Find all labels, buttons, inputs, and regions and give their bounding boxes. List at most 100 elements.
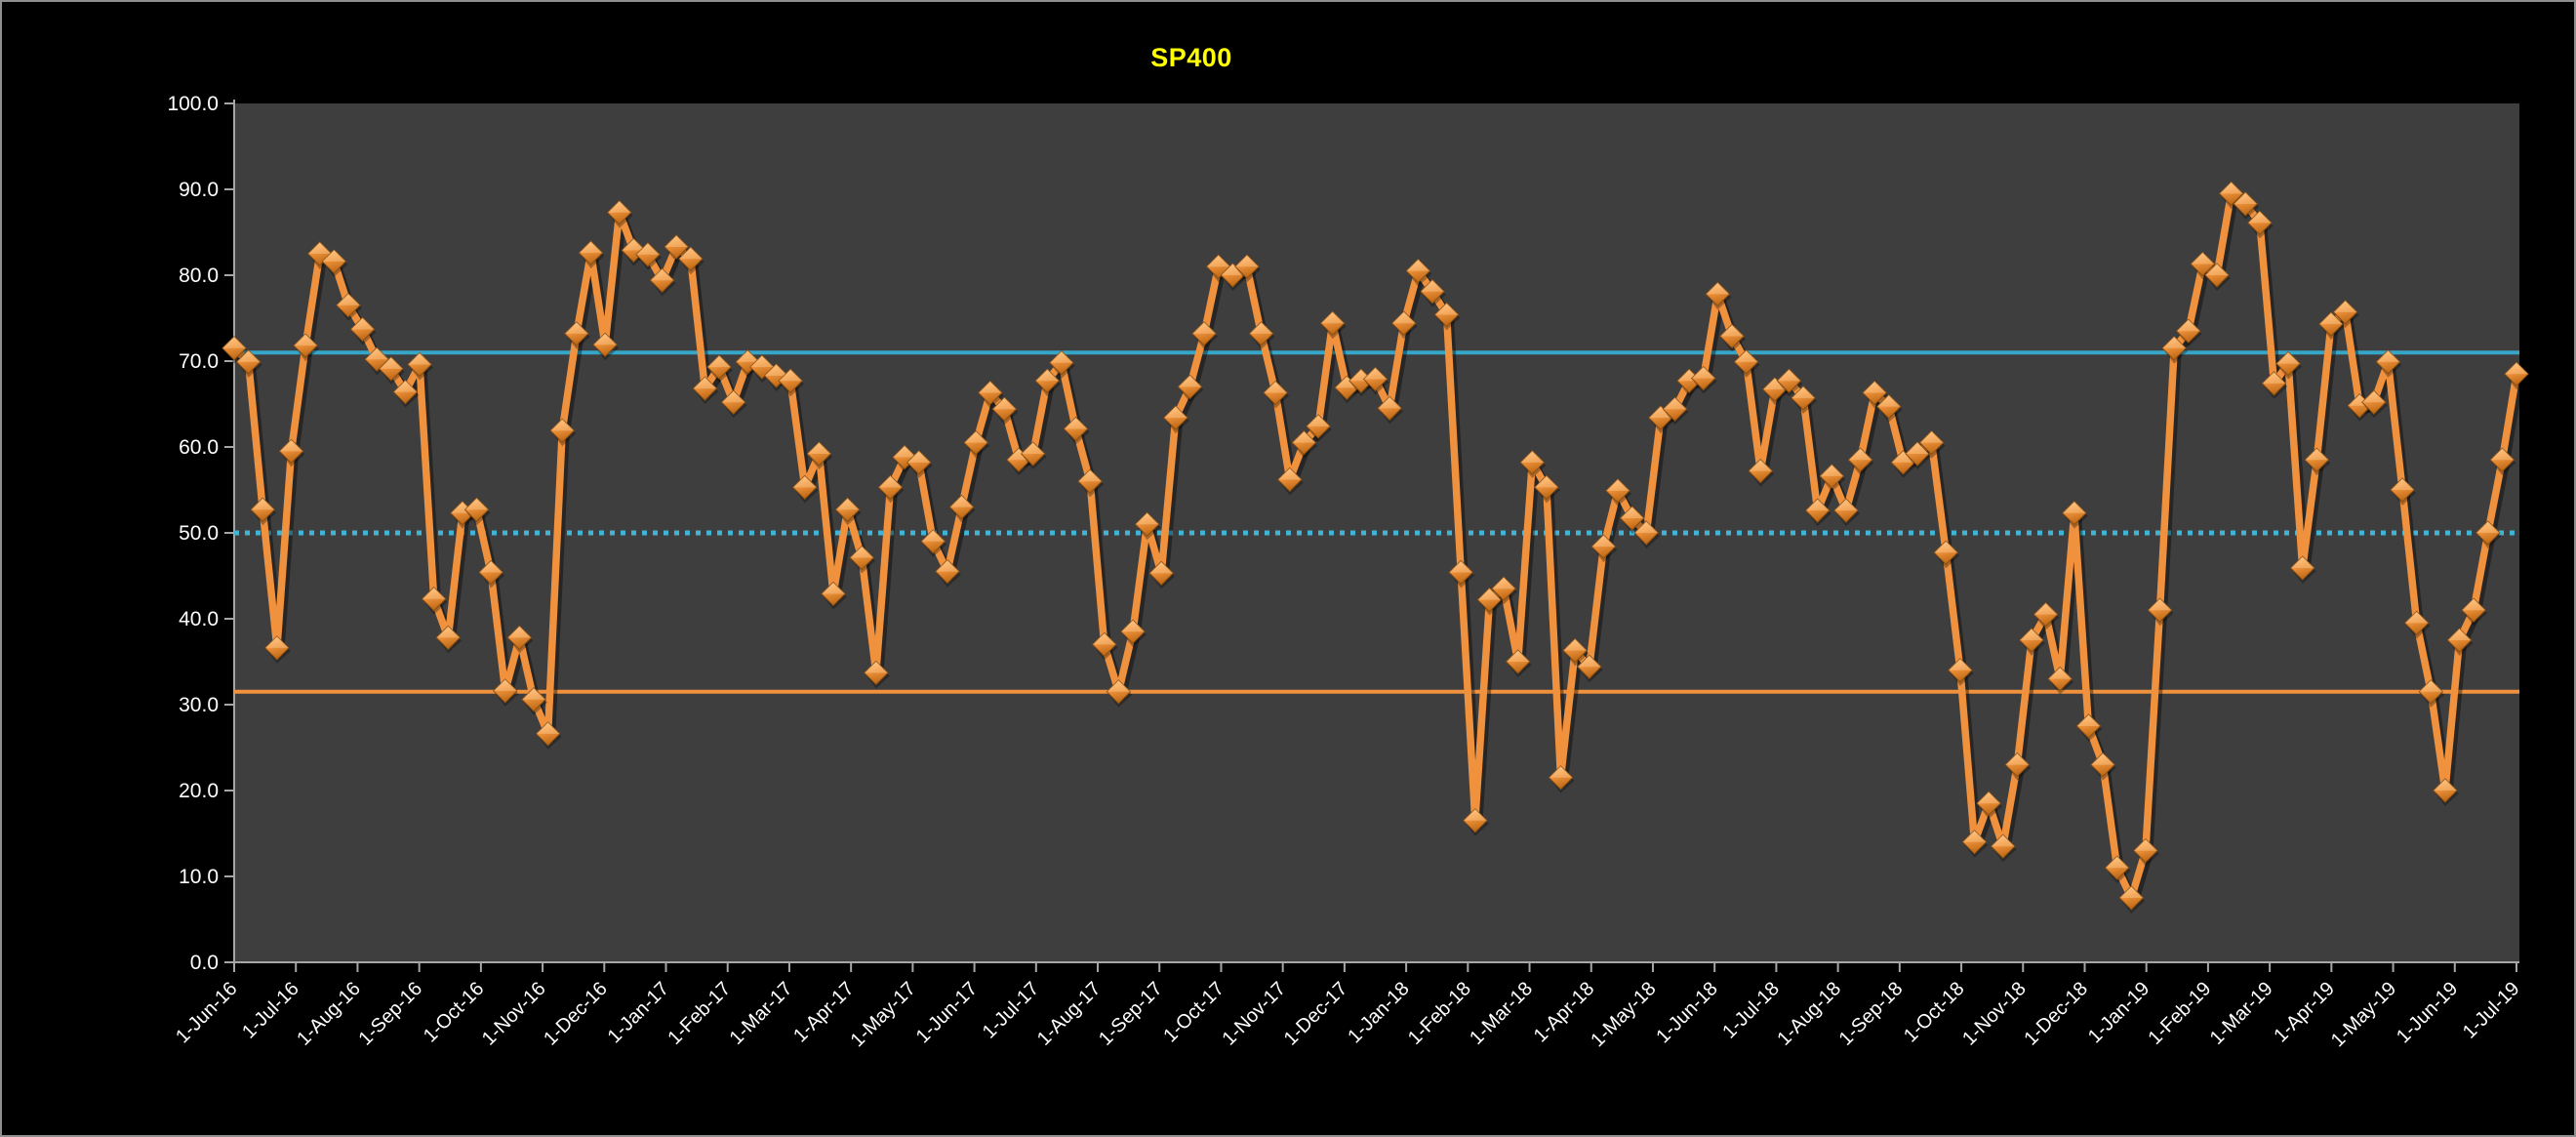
data-point[interactable] <box>2461 597 2486 623</box>
data-point[interactable] <box>1605 478 1630 504</box>
data-point[interactable] <box>1377 395 1402 422</box>
data-point[interactable] <box>2147 597 2173 623</box>
data-point[interactable] <box>678 246 704 271</box>
data-point[interactable] <box>2446 628 2473 653</box>
data-point[interactable] <box>592 332 618 357</box>
data-point[interactable] <box>1448 559 1473 586</box>
data-point[interactable] <box>606 200 632 225</box>
data-point[interactable] <box>578 240 604 265</box>
data-point[interactable] <box>778 368 803 393</box>
data-point[interactable] <box>1134 511 1160 537</box>
data-point[interactable] <box>1933 540 1958 565</box>
data-point[interactable] <box>1833 498 1859 523</box>
data-point[interactable] <box>264 635 290 661</box>
data-point[interactable] <box>1191 321 1217 346</box>
data-point[interactable] <box>991 396 1018 422</box>
data-point[interactable] <box>293 333 318 358</box>
data-point[interactable] <box>1405 258 1431 284</box>
data-point[interactable] <box>506 625 533 651</box>
data-point[interactable] <box>435 625 461 651</box>
data-point[interactable] <box>963 429 988 456</box>
data-point[interactable] <box>806 441 832 467</box>
data-point[interactable] <box>250 497 275 522</box>
data-point[interactable] <box>1577 654 1602 679</box>
data-point[interactable] <box>1976 791 2001 816</box>
data-point[interactable] <box>1534 474 1559 501</box>
data-point[interactable] <box>1918 429 1945 456</box>
data-point[interactable] <box>2403 610 2430 636</box>
data-point[interactable] <box>2176 318 2201 344</box>
data-point[interactable] <box>1433 302 1460 328</box>
data-point[interactable] <box>2233 191 2258 217</box>
data-point[interactable] <box>792 474 818 501</box>
data-point[interactable] <box>763 363 789 388</box>
data-point[interactable] <box>1420 279 1445 305</box>
data-point[interactable] <box>336 293 361 318</box>
data-point[interactable] <box>821 581 846 607</box>
data-point[interactable] <box>2118 885 2144 911</box>
data-point[interactable] <box>1077 468 1103 494</box>
data-point[interactable] <box>1905 441 1930 467</box>
data-point[interactable] <box>2033 601 2059 628</box>
data-point[interactable] <box>493 678 518 704</box>
data-point[interactable] <box>1991 833 2016 859</box>
data-point[interactable] <box>1733 349 1759 375</box>
data-point[interactable] <box>421 587 447 612</box>
data-point[interactable] <box>2190 251 2216 277</box>
data-point[interactable] <box>2019 628 2044 653</box>
data-point[interactable] <box>321 249 347 274</box>
data-point[interactable] <box>906 450 932 475</box>
data-point[interactable] <box>2062 501 2087 526</box>
data-point[interactable] <box>649 267 675 293</box>
data-point[interactable] <box>2047 666 2073 692</box>
data-point[interactable] <box>2390 477 2415 503</box>
data-point[interactable] <box>978 380 1003 406</box>
data-point[interactable] <box>1120 619 1146 644</box>
data-point[interactable] <box>2075 713 2102 739</box>
data-point[interactable] <box>948 494 975 520</box>
data-point[interactable] <box>235 349 262 375</box>
plot-area[interactable] <box>234 103 2519 962</box>
data-point[interactable] <box>1705 281 1731 307</box>
data-point[interactable] <box>1263 380 1288 406</box>
data-point[interactable] <box>2475 520 2501 546</box>
data-point[interactable] <box>2247 210 2273 236</box>
data-point[interactable] <box>1590 534 1617 559</box>
data-point[interactable] <box>2361 389 2387 415</box>
data-point[interactable] <box>1391 310 1417 336</box>
data-point[interactable] <box>2004 751 2031 778</box>
data-point[interactable] <box>564 321 589 346</box>
data-point[interactable] <box>749 354 775 380</box>
data-point[interactable] <box>521 687 546 712</box>
data-point[interactable] <box>935 558 960 585</box>
data-point[interactable] <box>2489 447 2516 472</box>
data-point[interactable] <box>1961 830 1988 855</box>
data-point[interactable] <box>221 336 247 361</box>
data-point[interactable] <box>1476 587 1503 613</box>
data-point[interactable] <box>1876 393 1902 420</box>
data-point[interactable] <box>2261 371 2287 396</box>
data-point[interactable] <box>1948 658 1973 683</box>
data-point[interactable] <box>1776 368 1802 393</box>
data-point[interactable] <box>1819 464 1845 489</box>
data-point[interactable] <box>864 660 889 686</box>
data-point[interactable] <box>2275 350 2301 377</box>
data-point[interactable] <box>2418 679 2443 705</box>
data-point[interactable] <box>2318 311 2344 337</box>
data-point[interactable] <box>2104 855 2130 880</box>
data-point[interactable] <box>2375 349 2401 375</box>
data-point[interactable] <box>1463 808 1488 833</box>
data-point[interactable] <box>1092 631 1117 658</box>
data-point[interactable] <box>1319 310 1346 336</box>
data-point[interactable] <box>278 438 304 465</box>
data-point[interactable] <box>877 474 904 501</box>
data-point[interactable] <box>706 354 732 380</box>
data-point[interactable] <box>1063 416 1089 442</box>
data-point[interactable] <box>463 497 490 522</box>
data-point[interactable] <box>1020 441 1046 467</box>
data-point[interactable] <box>379 356 404 382</box>
data-point[interactable] <box>1234 254 1260 279</box>
data-point[interactable] <box>1804 498 1831 523</box>
data-point[interactable] <box>1163 405 1188 430</box>
